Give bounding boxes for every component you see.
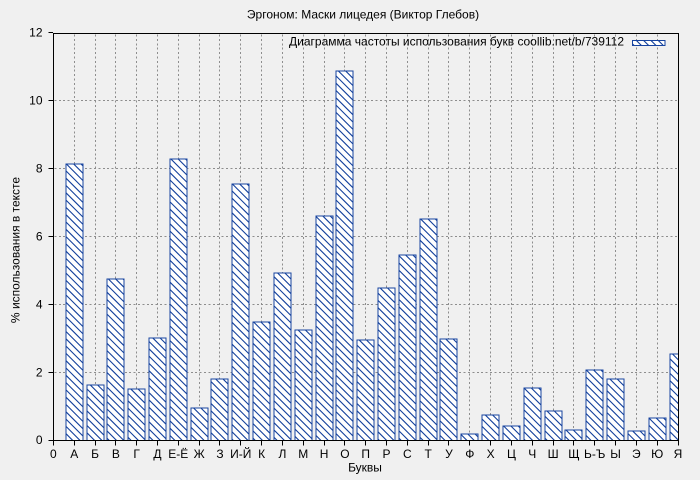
svg-text:0: 0 xyxy=(50,447,57,461)
svg-text:У: У xyxy=(445,447,453,461)
svg-text:А: А xyxy=(70,447,78,461)
svg-text:Д: Д xyxy=(153,447,161,461)
svg-text:0: 0 xyxy=(36,433,43,447)
svg-text:Б: Б xyxy=(91,447,99,461)
svg-text:Эргоном: Маски лицедея (Виктор: Эргоном: Маски лицедея (Виктор Глебов) xyxy=(247,8,479,22)
svg-text:Буквы: Буквы xyxy=(348,461,382,475)
svg-text:Г: Г xyxy=(133,447,140,461)
svg-text:Ю: Ю xyxy=(651,447,663,461)
svg-text:К: К xyxy=(258,447,265,461)
svg-text:Р: Р xyxy=(383,447,391,461)
svg-text:4: 4 xyxy=(36,297,43,311)
svg-text:С: С xyxy=(403,447,412,461)
svg-text:12: 12 xyxy=(29,26,43,40)
svg-text:З: З xyxy=(216,447,223,461)
svg-text:Е-Ё: Е-Ё xyxy=(168,447,188,461)
svg-text:% использования в тексте: % использования в тексте xyxy=(8,177,22,323)
svg-text:О: О xyxy=(340,447,349,461)
svg-text:6: 6 xyxy=(36,229,43,243)
svg-text:Щ: Щ xyxy=(568,447,579,461)
svg-text:М: М xyxy=(298,447,308,461)
svg-text:Н: Н xyxy=(320,447,329,461)
svg-text:Ь-Ъ: Ь-Ъ xyxy=(584,447,605,461)
svg-text:Э: Э xyxy=(632,447,641,461)
svg-text:8: 8 xyxy=(36,162,43,176)
svg-text:Ш: Ш xyxy=(548,447,559,461)
svg-text:Х: Х xyxy=(487,447,495,461)
svg-text:2: 2 xyxy=(36,365,43,379)
svg-text:10: 10 xyxy=(29,94,43,108)
svg-text:Ы: Ы xyxy=(610,447,621,461)
svg-text:Т: Т xyxy=(424,447,432,461)
svg-text:Ц: Ц xyxy=(507,447,516,461)
svg-text:И-Й: И-Й xyxy=(230,446,251,461)
svg-text:Диаграмма частоты использовани: Диаграмма частоты использования букв coo… xyxy=(289,35,624,49)
svg-text:Л: Л xyxy=(278,447,286,461)
svg-text:П: П xyxy=(361,447,370,461)
svg-text:Ж: Ж xyxy=(194,447,205,461)
svg-text:В: В xyxy=(112,447,120,461)
svg-text:Ф: Ф xyxy=(465,447,474,461)
svg-text:Я: Я xyxy=(674,447,683,461)
svg-text:Ч: Ч xyxy=(528,447,536,461)
